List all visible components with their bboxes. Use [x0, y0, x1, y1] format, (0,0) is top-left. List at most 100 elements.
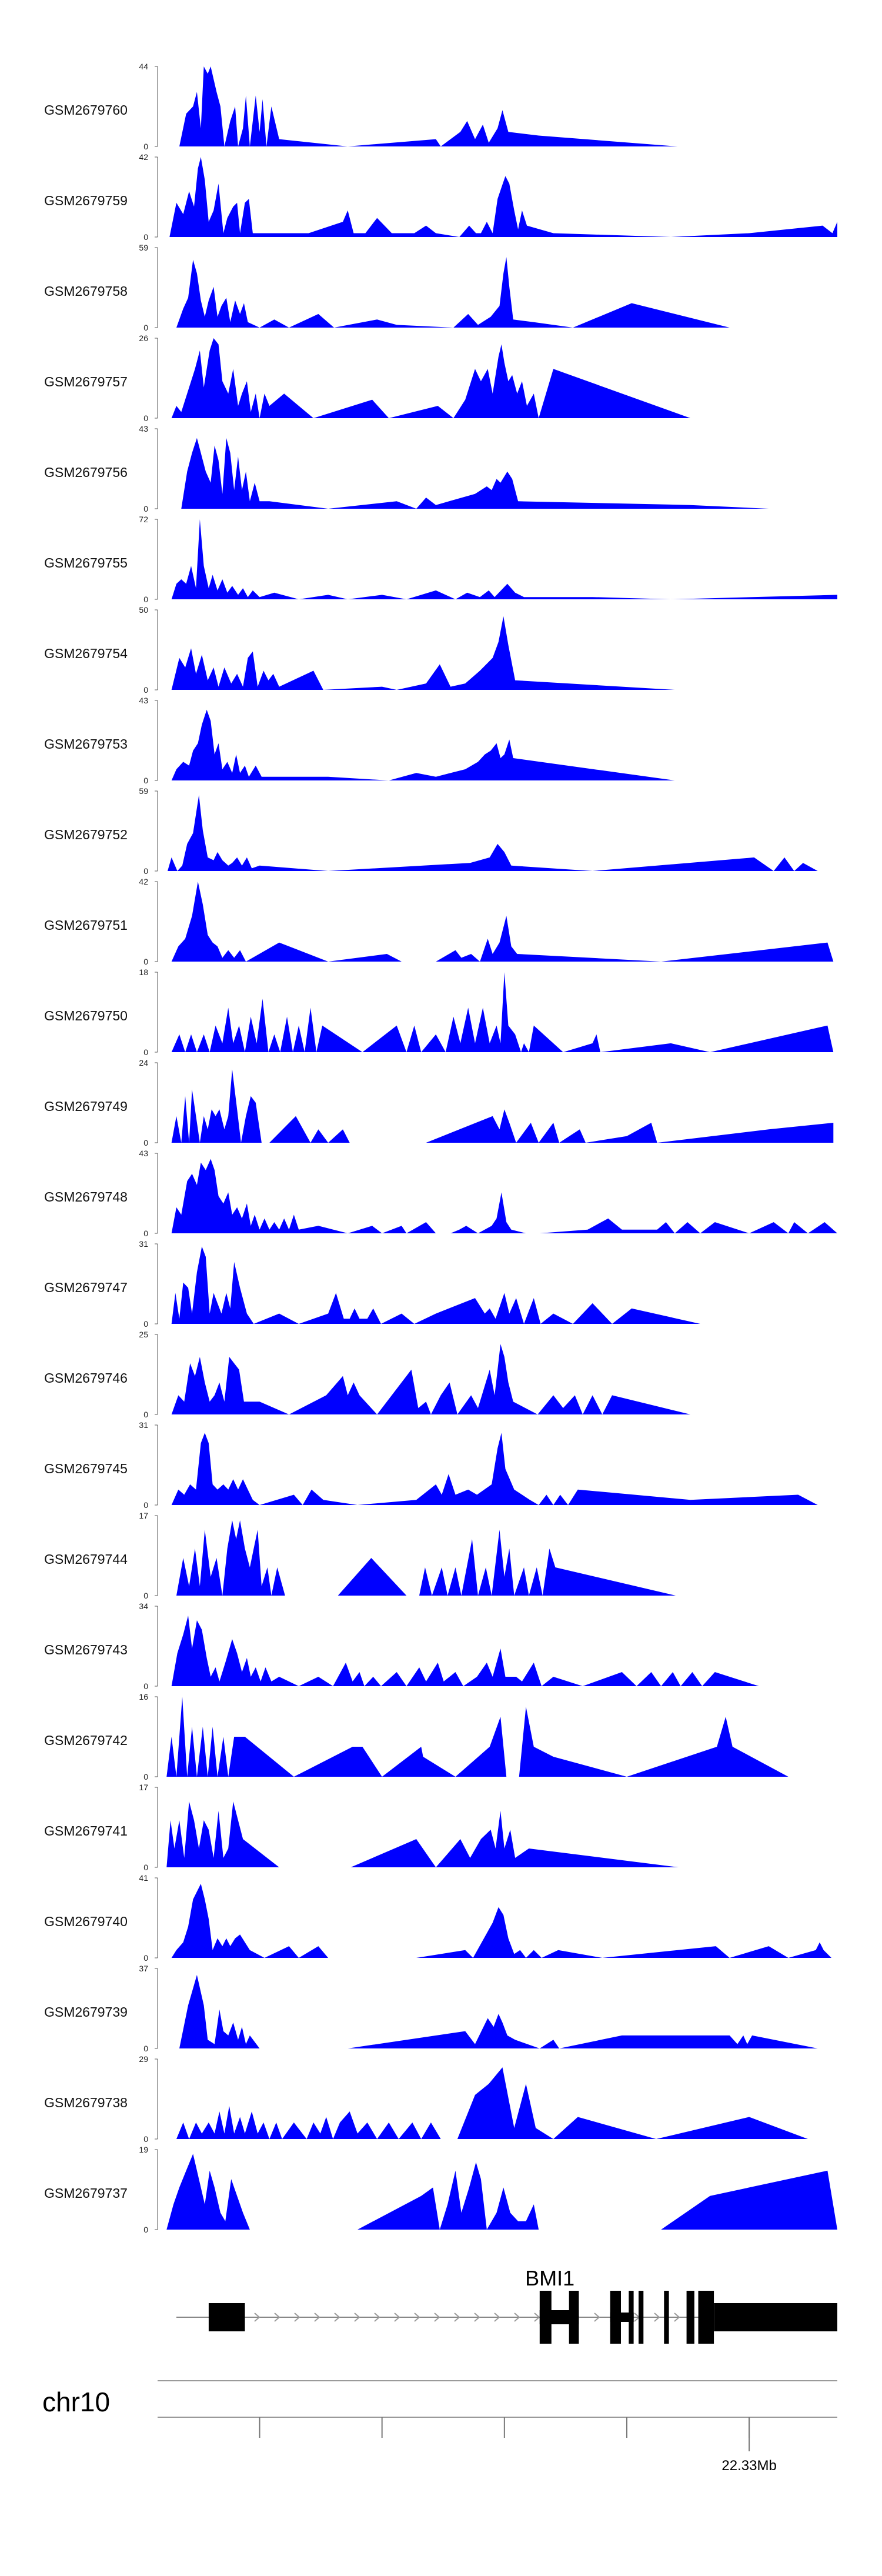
track-y-max-label: 41: [139, 1873, 148, 1883]
track-y-zero-label: 0: [143, 2044, 148, 2053]
track-GSM2679754: GSM2679754 50 0: [44, 605, 675, 695]
gene-strand-arrow: [274, 2313, 280, 2322]
coverage-area: [162, 257, 730, 328]
gene-strand-arrow: [254, 2313, 260, 2322]
track-GSM2679755: GSM2679755 72 0: [44, 515, 837, 604]
track-y-max-label: 26: [139, 333, 148, 343]
track-y-max-label: 50: [139, 605, 148, 615]
gene-strand-arrow: [334, 2313, 340, 2322]
track-y-zero-label: 0: [143, 1047, 148, 1057]
track-y-max-label: 59: [139, 786, 148, 796]
track-y-max-label: 16: [139, 1692, 148, 1701]
track-GSM2679741: GSM2679741 17 0: [44, 1783, 679, 1872]
track-label: GSM2679758: [44, 283, 128, 299]
track-GSM2679738: GSM2679738 29 0: [44, 2054, 808, 2144]
track-GSM2679753: GSM2679753 43 0: [44, 696, 675, 785]
coverage-area: [162, 1884, 831, 1958]
gene-exon-cds: [686, 2291, 694, 2344]
track-GSM2679743: GSM2679743 34 0: [44, 1601, 759, 1691]
gene-exon-bridge: [539, 2310, 579, 2324]
gene-strand-arrow: [594, 2313, 600, 2322]
track-GSM2679752: GSM2679752 59 0: [44, 786, 818, 876]
track-y-zero-label: 0: [143, 1953, 148, 1963]
track-y-zero-label: 0: [143, 504, 148, 513]
coverage-area: [162, 1246, 700, 1324]
track-y-max-label: 17: [139, 1511, 148, 1520]
track-GSM2679745: GSM2679745 31 0: [44, 1420, 818, 1510]
coverage-tracks: GSM2679760440GSM2679759420GSM2679758590G…: [44, 62, 837, 2234]
track-y-zero-label: 0: [143, 142, 148, 151]
track-y-zero-label: 0: [143, 776, 148, 785]
coverage-area: [162, 338, 691, 418]
coverage-area: [162, 519, 837, 599]
chromosome-tick-label: 22.33Mb: [721, 2458, 776, 2474]
chromosome-name-label: chr10: [42, 2387, 110, 2417]
coverage-area: [162, 1975, 818, 2048]
gene-strand-arrow: [374, 2313, 380, 2322]
chromosome-axis: chr10 22.33Mb: [42, 2380, 837, 2474]
track-y-max-label: 31: [139, 1420, 148, 1430]
track-y-zero-label: 0: [143, 232, 148, 242]
track-y-zero-label: 0: [143, 413, 148, 423]
track-label: GSM2679751: [44, 917, 128, 933]
track-y-max-label: 31: [139, 1239, 148, 1249]
track-label: GSM2679743: [44, 1642, 128, 1657]
gene-exon-cds: [639, 2291, 644, 2344]
track-label: GSM2679752: [44, 827, 128, 842]
coverage-area: [162, 1801, 679, 1867]
track-y-zero-label: 0: [143, 2225, 148, 2234]
track-y-max-label: 44: [139, 62, 148, 71]
gene-strand-arrow: [654, 2313, 660, 2322]
gene-strand-arrow: [414, 2313, 420, 2322]
track-y-zero-label: 0: [143, 1772, 148, 1781]
coverage-area: [162, 2067, 808, 2139]
track-GSM2679740: GSM2679740 41 0: [44, 1873, 831, 1963]
track-GSM2679759: GSM2679759 42 0: [44, 152, 837, 242]
track-GSM2679750: GSM2679750 18 0: [44, 967, 834, 1057]
gene-strand-arrow: [514, 2313, 520, 2322]
track-y-max-label: 18: [139, 967, 148, 977]
track-label: GSM2679753: [44, 736, 128, 752]
track-y-max-label: 29: [139, 2054, 148, 2064]
track-y-zero-label: 0: [143, 1681, 148, 1691]
track-GSM2679748: GSM2679748 43 0: [44, 1149, 837, 1238]
coverage-area: [162, 1069, 834, 1143]
gene-strand-arrow: [454, 2313, 460, 2322]
coverage-area: [162, 438, 769, 509]
track-label: GSM2679760: [44, 102, 128, 118]
track-y-zero-label: 0: [143, 2134, 148, 2144]
track-y-max-label: 43: [139, 424, 148, 433]
track-y-max-label: 59: [139, 243, 148, 252]
track-GSM2679758: GSM2679758 59 0: [44, 243, 730, 332]
track-label: GSM2679745: [44, 1461, 128, 1476]
track-y-max-label: 34: [139, 1601, 148, 1611]
track-label: GSM2679757: [44, 374, 128, 389]
gene-exon-cds: [698, 2291, 714, 2344]
track-GSM2679737: GSM2679737 19 0: [44, 2145, 837, 2234]
track-GSM2679742: GSM2679742 16 0: [44, 1692, 789, 1781]
track-y-max-label: 72: [139, 515, 148, 524]
track-label: GSM2679738: [44, 2095, 128, 2110]
track-label: GSM2679740: [44, 1914, 128, 1929]
track-label: GSM2679756: [44, 465, 128, 480]
track-GSM2679747: GSM2679747 31 0: [44, 1239, 700, 1329]
track-GSM2679751: GSM2679751 42 0: [44, 877, 834, 966]
gene-name-label: BMI1: [525, 2266, 574, 2290]
track-GSM2679746: GSM2679746 25 0: [44, 1330, 691, 1419]
coverage-area: [162, 2154, 837, 2230]
track-y-zero-label: 0: [143, 1500, 148, 1510]
gene-exon-bridge: [610, 2313, 634, 2322]
track-y-zero-label: 0: [143, 1863, 148, 1872]
track-GSM2679760: GSM2679760 44 0: [44, 62, 678, 151]
gene-exon-utr: [714, 2303, 837, 2331]
track-GSM2679744: GSM2679744 17 0: [44, 1511, 676, 1600]
coverage-area: [162, 616, 675, 690]
coverage-area: [162, 882, 834, 962]
track-GSM2679757: GSM2679757 26 0: [44, 333, 691, 423]
track-label: GSM2679741: [44, 1823, 128, 1838]
track-y-max-label: 24: [139, 1058, 148, 1067]
track-y-max-label: 25: [139, 1330, 148, 1339]
track-y-max-label: 42: [139, 152, 148, 162]
track-GSM2679756: GSM2679756 43 0: [44, 424, 769, 513]
